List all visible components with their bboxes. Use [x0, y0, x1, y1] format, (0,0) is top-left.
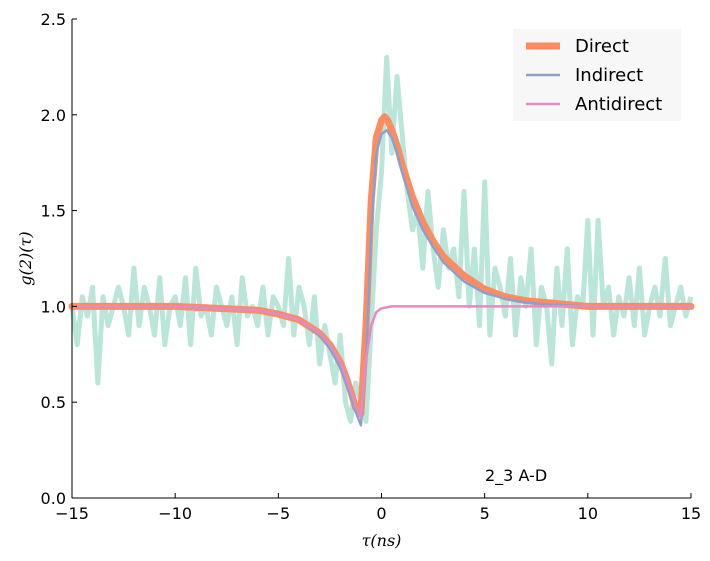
y-tick-label: 2.0	[41, 106, 66, 125]
y-tick-label: 0.5	[41, 393, 66, 412]
annotation-label: 2_3 A-D	[485, 466, 547, 486]
x-tick-label: −15	[55, 504, 89, 523]
y-tick-label: 2.5	[41, 10, 66, 29]
series-line-antidirect	[70, 305, 693, 419]
x-tick-label: 5	[480, 504, 490, 523]
y-tick-label: 0.0	[41, 489, 66, 508]
legend-label-antidirect: Antidirect	[575, 94, 662, 115]
y-tick-label: 1.0	[41, 297, 66, 316]
x-tick-label: −5	[267, 504, 291, 523]
x-tick-label: 15	[681, 504, 701, 523]
x-tick-label: 0	[376, 504, 386, 523]
series-line-measured	[69, 54, 694, 424]
y-axis-title: g(2)(τ)	[16, 231, 35, 285]
x-axis-title: τ(ns)	[362, 531, 402, 550]
legend-label-direct: Direct	[575, 36, 629, 57]
y-tick-label: 1.5	[41, 202, 66, 221]
x-tick-label: −10	[158, 504, 192, 523]
legend-label-indirect: Indirect	[575, 65, 643, 86]
x-tick-label: 10	[578, 504, 598, 523]
